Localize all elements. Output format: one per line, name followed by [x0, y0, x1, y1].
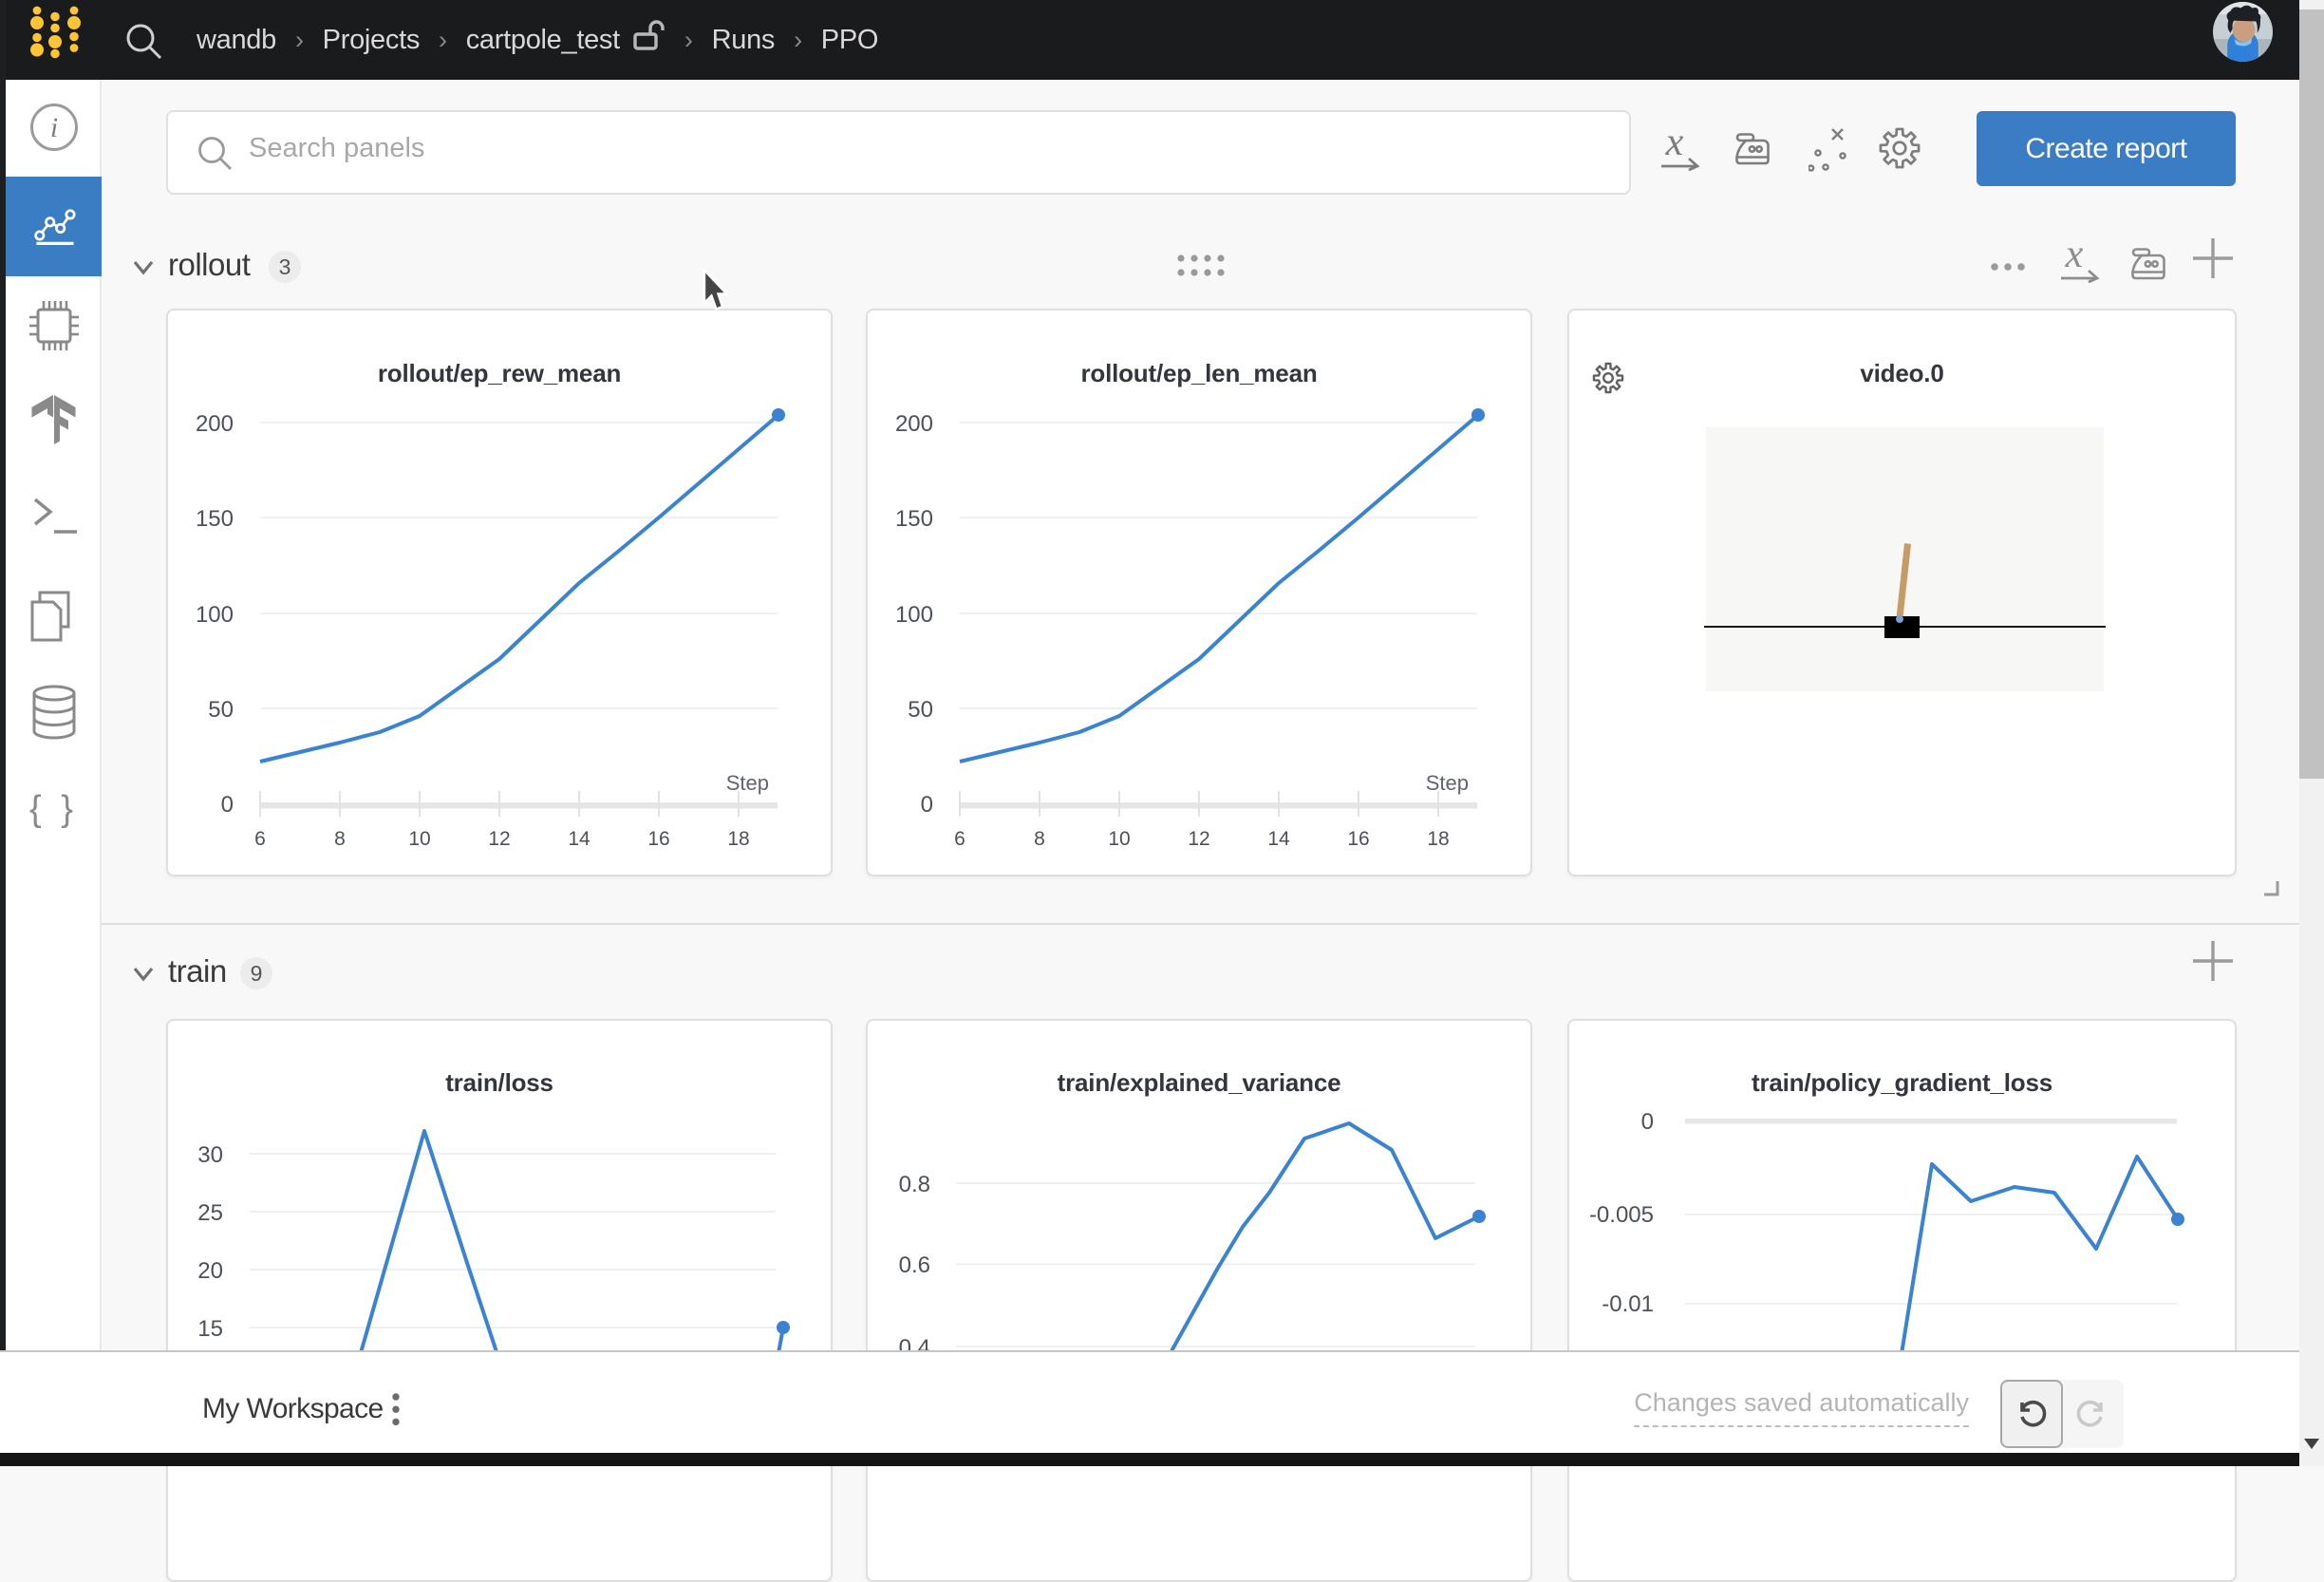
svg-text:18: 18 — [1427, 828, 1449, 850]
svg-text:200: 200 — [196, 411, 234, 437]
svg-text:0: 0 — [221, 792, 234, 818]
svg-text:150: 150 — [196, 506, 234, 532]
svg-text:6: 6 — [954, 828, 965, 850]
svg-text:-0.005: -0.005 — [1589, 1202, 1654, 1228]
svg-text:0.6: 0.6 — [899, 1252, 930, 1278]
svg-text:50: 50 — [208, 697, 234, 723]
svg-text:15: 15 — [197, 1316, 223, 1342]
svg-text:-0.01: -0.01 — [1602, 1291, 1654, 1317]
svg-text:Step: Step — [1426, 771, 1469, 795]
svg-text:8: 8 — [1034, 828, 1045, 850]
svg-text:14: 14 — [1267, 828, 1290, 850]
svg-text:150: 150 — [895, 506, 933, 532]
svg-text:0: 0 — [921, 792, 933, 818]
svg-text:10: 10 — [408, 828, 430, 850]
svg-text:12: 12 — [488, 828, 510, 850]
svg-text:20: 20 — [197, 1258, 223, 1284]
svg-text:8: 8 — [334, 828, 346, 850]
svg-text:x: x — [2065, 239, 2084, 276]
svg-text:14: 14 — [568, 828, 590, 850]
svg-text:0.8: 0.8 — [899, 1172, 930, 1197]
svg-text:25: 25 — [197, 1200, 223, 1226]
svg-text:6: 6 — [254, 828, 266, 850]
svg-text:100: 100 — [895, 602, 933, 628]
svg-text:100: 100 — [196, 602, 234, 628]
svg-text:i: i — [50, 112, 58, 143]
svg-text:Step: Step — [726, 771, 769, 795]
svg-text:50: 50 — [908, 697, 933, 723]
svg-text:30: 30 — [197, 1142, 223, 1168]
svg-text:0: 0 — [1641, 1109, 1654, 1135]
svg-text:200: 200 — [895, 411, 933, 437]
svg-text:18: 18 — [727, 828, 749, 850]
svg-text:16: 16 — [647, 828, 669, 850]
svg-text:12: 12 — [1188, 828, 1209, 850]
svg-text:x: x — [1665, 127, 1684, 164]
svg-text:16: 16 — [1347, 828, 1369, 850]
svg-text:10: 10 — [1108, 828, 1130, 850]
